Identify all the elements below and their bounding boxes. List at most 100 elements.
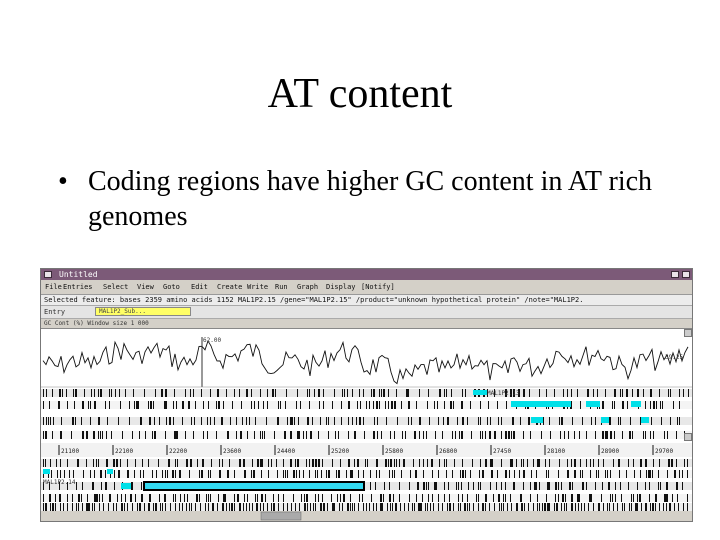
stop-codon-mark (230, 417, 231, 425)
selected-gene-block[interactable] (143, 481, 365, 491)
minimize-icon[interactable] (671, 271, 679, 278)
menu-goto[interactable]: Goto (163, 283, 180, 291)
menu-view[interactable]: View (137, 283, 154, 291)
stop-codon-mark (278, 494, 279, 502)
stop-codon-mark (419, 431, 420, 439)
stop-codon-mark (537, 459, 539, 467)
stop-codon-mark (243, 503, 244, 511)
menu-graph[interactable]: Graph (297, 283, 319, 291)
stop-codon-mark (561, 503, 562, 511)
stop-codon-mark (98, 417, 100, 425)
stop-codon-mark (174, 389, 175, 397)
reverse-feature-c[interactable] (121, 483, 131, 489)
stop-codon-mark (133, 389, 134, 397)
stop-codon-mark (374, 417, 375, 425)
stop-codon-mark (299, 503, 300, 511)
stop-codon-mark (426, 431, 427, 439)
stop-codon-mark (473, 482, 474, 490)
stop-codon-mark (240, 431, 242, 439)
stop-codon-mark (358, 503, 359, 511)
menu-write[interactable]: Write (247, 283, 269, 291)
stop-codon-mark (634, 470, 635, 478)
stop-codon-mark (301, 494, 302, 502)
stop-codon-mark (539, 459, 540, 467)
stop-codon-mark (664, 494, 666, 502)
reverse-feature-b[interactable] (107, 469, 113, 474)
menu-edit[interactable]: Edit (191, 283, 208, 291)
menu-entries[interactable]: Entries (63, 283, 93, 291)
menu-run[interactable]: Run (275, 283, 288, 291)
menu-display[interactable]: Display (326, 283, 356, 291)
stop-codon-mark (307, 417, 309, 425)
stop-codon-mark (679, 389, 680, 397)
stop-codon-mark (537, 494, 538, 502)
stop-codon-mark (528, 503, 529, 511)
stop-codon-mark (400, 503, 401, 511)
stop-codon-mark (170, 503, 171, 511)
menu-select[interactable]: Select (103, 283, 129, 291)
menu-notify[interactable]: [Notify] (361, 283, 395, 291)
stop-codon-mark (460, 470, 461, 478)
entry-chip[interactable]: MAL1P2_Sub... (95, 307, 191, 316)
stop-codon-mark (458, 482, 459, 490)
stop-codon-mark (315, 494, 316, 502)
stop-codon-mark (566, 503, 567, 511)
stop-codon-mark (348, 417, 349, 425)
stop-codon-mark (61, 417, 62, 425)
horizontal-scrollbar[interactable] (41, 511, 692, 521)
stop-codon-mark (513, 482, 515, 490)
stop-codon-mark (627, 401, 628, 409)
selected-features[interactable] (473, 390, 649, 423)
stop-codon-mark (323, 503, 325, 511)
stop-codon-mark (115, 389, 116, 397)
stop-codon-mark (175, 494, 176, 502)
stop-codon-mark (555, 482, 557, 490)
stop-codon-mark (326, 417, 327, 425)
stop-codon-mark (498, 417, 499, 425)
stop-codon-mark (556, 503, 558, 511)
sequence-view[interactable]: 62.00 39.25 MAL1P2.13 21100 22100 22200 236… (41, 329, 692, 521)
stop-codon-mark (476, 494, 477, 502)
stop-codon-mark (470, 401, 471, 409)
scroll-down-icon[interactable] (684, 433, 692, 441)
stop-codon-mark (593, 389, 594, 397)
stop-codon-mark (94, 389, 95, 397)
stop-codon-mark (520, 417, 521, 425)
stop-codon-mark (461, 431, 463, 439)
ruler-label: 24400 (277, 448, 295, 455)
stop-codon-mark (607, 431, 608, 439)
stop-codon-mark (251, 389, 252, 397)
stop-codon-mark (582, 470, 583, 478)
stop-codon-mark (136, 401, 138, 409)
stop-codon-mark (560, 431, 561, 439)
ruler-label: 27450 (493, 448, 511, 455)
menu-file[interactable]: File (45, 283, 62, 291)
window-menu-icon[interactable] (44, 271, 52, 278)
reverse-feature-a[interactable] (43, 469, 50, 474)
stop-codon-mark (254, 401, 255, 409)
stop-codon-mark (160, 503, 161, 511)
stop-codon-mark (294, 417, 295, 425)
stop-codon-mark (610, 494, 611, 502)
stop-codon-mark (394, 431, 395, 439)
stop-codon-mark (458, 503, 459, 511)
stop-codon-mark (388, 401, 389, 409)
stop-codon-mark (578, 503, 579, 511)
maximize-icon[interactable] (682, 271, 690, 278)
scroll-up-icon[interactable] (684, 329, 692, 337)
stop-codon-mark (86, 503, 88, 511)
stop-codon-mark (275, 389, 276, 397)
menu-create[interactable]: Create (217, 283, 243, 291)
stop-codon-mark (45, 459, 46, 467)
stop-codon-mark (631, 503, 632, 511)
stop-codon-mark (219, 459, 220, 467)
stop-codon-mark (152, 431, 153, 439)
window-titlebar[interactable]: Untitled (41, 269, 692, 280)
stop-codon-mark (489, 431, 491, 439)
stop-codon-mark (244, 470, 246, 478)
stop-codon-mark (182, 401, 184, 409)
stop-codon-mark (643, 431, 644, 439)
stop-codon-mark (389, 482, 390, 490)
scrollbar-thumb[interactable] (260, 511, 302, 521)
graph-header-text: GC Cont (%) Window size 1 000 (44, 320, 149, 327)
